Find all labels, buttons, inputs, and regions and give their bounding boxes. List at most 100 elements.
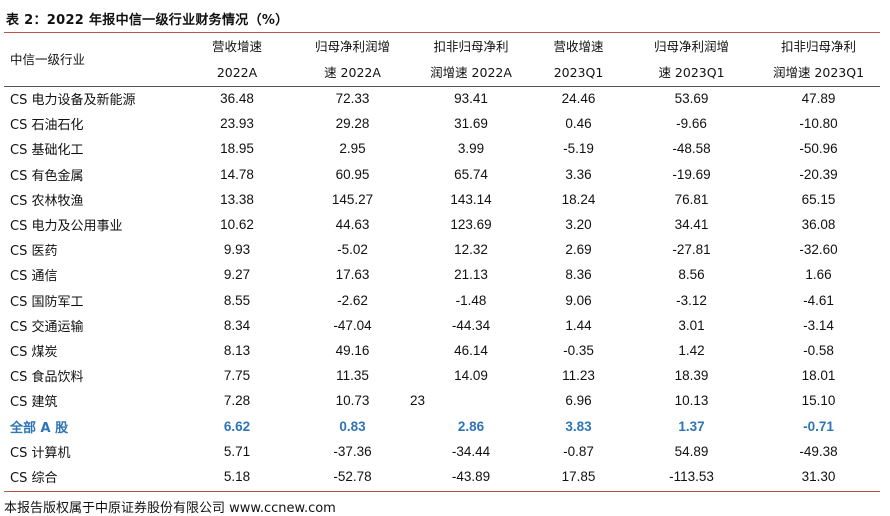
value-cell: 3.36 [565,166,592,182]
value-cell: 145.27 [331,191,374,207]
value-cell: -5.02 [337,242,368,258]
value-cell: -37.36 [333,443,372,459]
industry-name: CS 电力及公用事业 [10,219,123,235]
value-cell [411,388,531,413]
bottom-rule [4,491,880,492]
value-cell: 31.69 [454,116,488,132]
value-cell: 6.96 [565,393,592,409]
row-label-header: 中信一级行业 [10,52,86,67]
value-cell: 3.83 [565,418,592,434]
table-row: CS 有色金属 14.78 60.95 65.74 3.36 -19.69 -20.39 [4,162,880,187]
table-row: CS 交通运输 8.34 -47.04 -44.34 1.44 3.01 -3.14 [4,313,880,338]
value-cell: 18.01 [801,368,836,384]
value-cell: -3.12 [676,292,707,308]
value-cell: 31.30 [801,468,836,484]
value-cell: 10.62 [220,217,254,233]
value-cell: -32.60 [799,242,838,258]
value-cell: -34.44 [451,443,491,459]
table-row: CS 建筑 7.28 10.73 6.96 10.13 15.10 [4,388,880,413]
value-cell: 14.78 [220,166,254,182]
industry-name: CS 交通运输 [10,319,84,335]
table-row: CS 基础化工 18.95 2.95 3.99 -5.19 -48.58 -50.96 [4,136,880,161]
value-cell: 49.16 [335,342,370,358]
value-cell: -47.04 [333,317,372,333]
value-cell: 1.42 [678,342,705,358]
value-cell: 123.69 [450,217,492,233]
table-title: 表 2：2022 年报中信一级行业财务情况（%） [6,13,289,28]
industry-name: 全部 A 股 [10,420,69,436]
table-row: CS 农林牧渔 13.38 145.27 143.14 18.24 76.81 65.15 [4,187,880,212]
value-cell: 10.13 [674,393,709,409]
industry-name: CS 计算机 [10,445,71,461]
value-cell: 8.55 [223,292,251,308]
value-cell: 24.46 [561,91,596,107]
stray-value: 23 [410,392,426,408]
table-row: CS 计算机 5.71 -37.36 -34.44 -0.87 54.89 -49.38 [4,439,880,464]
value-cell: 36.48 [220,91,254,107]
value-cell: 14.09 [454,368,488,384]
table-row: CS 国防军工 8.55 -2.62 -1.48 9.06 -3.12 -4.61 [4,288,880,313]
col-header: 润增速 2023Q1 [772,65,865,80]
col-header: 扣非归母净利 [433,39,509,54]
value-cell: 8.56 [678,267,705,283]
value-cell: 65.74 [454,166,488,182]
header-row: 中信一级行业 营收增速 归母净利润增 扣非归母净利 营收增速 归母净利润增 扣非… [4,34,880,67]
header-rule [4,86,880,87]
value-cell: 8.36 [565,267,592,283]
col-header: 归母净利润增 [314,39,390,54]
value-cell: 7.28 [223,393,251,409]
value-cell: 11.23 [562,368,595,384]
value-cell: 13.38 [220,191,254,207]
col-header: 2023Q1 [553,65,604,80]
value-cell: 10.73 [335,393,370,409]
value-cell: 7.75 [223,368,251,384]
value-cell: -10.80 [799,116,838,132]
value-cell: -4.61 [803,292,834,308]
value-cell: 44.63 [335,217,370,233]
value-cell: 65.15 [801,191,836,207]
value-cell: 34.41 [674,217,709,233]
value-cell: 3.20 [565,217,592,233]
value-cell: 2.69 [565,242,592,258]
table-row: CS 煤炭 8.13 49.16 46.14 -0.35 1.42 -0.58 [4,338,880,363]
value-cell: 18.39 [674,368,709,384]
value-cell: 17.63 [335,267,370,283]
value-cell: 1.44 [565,317,592,333]
value-cell: 12.32 [454,242,488,258]
value-cell: -48.58 [672,141,711,157]
value-cell: 47.89 [801,91,836,107]
industry-name: CS 医药 [10,244,58,260]
industry-name: CS 综合 [10,470,58,486]
industry-name: CS 基础化工 [10,143,84,159]
value-cell: 5.71 [223,443,251,459]
value-cell: -5.19 [563,141,594,157]
value-cell: -20.39 [799,166,838,182]
industry-name: CS 电力设备及新能源 [10,93,136,109]
industry-name: CS 通信 [10,269,58,285]
value-cell: 18.95 [220,141,254,157]
value-cell: 9.27 [223,267,251,283]
top-rule [4,32,880,33]
value-cell: 0.83 [339,418,366,434]
value-cell: -27.81 [672,242,711,258]
col-header: 速 2022A [324,65,381,80]
value-cell: 1.37 [678,418,705,434]
col-header: 营收增速 [553,39,604,54]
industry-finance-table: 中信一级行业 营收增速 归母净利润增 扣非归母净利 营收增速 归母净利润增 扣非… [4,34,880,489]
value-cell: 93.41 [454,91,488,107]
table-row: CS 综合 5.18 -52.78 -43.89 17.85 -113.53 31.30 [4,464,880,489]
value-cell: -3.14 [803,317,834,333]
table-row: CS 食品饮料 7.75 11.35 14.09 11.23 18.39 18.01 [4,363,880,388]
table-body: CS 电力设备及新能源 36.48 72.33 93.41 24.46 53.69 47.8… [4,86,880,489]
table-row: CS 通信 9.27 17.63 21.13 8.36 8.56 1.66 [4,262,880,287]
value-cell: 60.95 [335,166,370,182]
col-header: 润增速 2022A [430,65,512,80]
value-cell: 143.14 [450,191,492,207]
table-row-total: 全部 A 股 6.62 0.83 2.86 3.83 1.37 -0.71 [4,413,880,438]
value-cell: 21.13 [454,267,488,283]
table-row: CS 医药 9.93 -5.02 12.32 2.69 -27.81 -32.60 [4,237,880,262]
value-cell: -0.35 [563,342,594,358]
value-cell: 53.69 [674,91,709,107]
value-cell: -52.78 [333,468,372,484]
industry-name: CS 农林牧渔 [10,193,84,209]
